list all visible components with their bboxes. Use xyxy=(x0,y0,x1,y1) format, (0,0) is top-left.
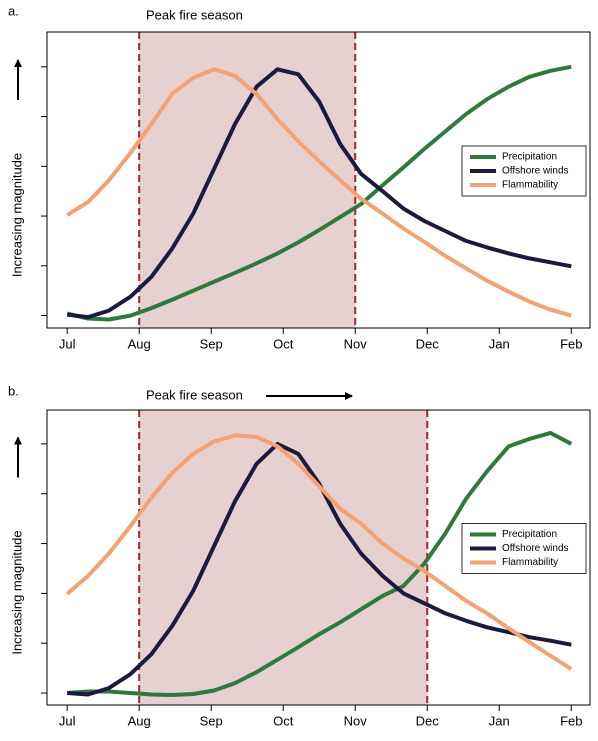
legend-label: Flammability xyxy=(502,180,558,191)
y-axis-label: Increasing magnitude xyxy=(9,153,24,277)
panel: Jul Aug Sep Oct Nov Dec Jan Feb Precipitation Off… xyxy=(8,383,591,728)
series-line xyxy=(66,67,572,320)
annotation: Peak fire season xyxy=(146,387,243,402)
y-axis-label: Increasing magnitude xyxy=(9,530,24,654)
x-tick-label: Aug xyxy=(128,336,151,351)
series-line xyxy=(66,67,572,318)
series-line xyxy=(66,64,572,322)
x-tick-label: Feb xyxy=(560,713,582,728)
x-tick-label: Sep xyxy=(200,713,223,728)
x-tick-label: Nov xyxy=(344,336,368,351)
panel-label: a. xyxy=(8,3,19,18)
plot-frame xyxy=(46,31,591,329)
x-tick-label: Aug xyxy=(128,713,151,728)
x-tick-label: Jan xyxy=(489,713,510,728)
x-tick-label: Jan xyxy=(489,336,510,351)
legend-label: Offshore winds xyxy=(502,543,569,554)
panel: Jul Aug Sep Oct Nov Dec Jan Feb Precipitation Off… xyxy=(8,3,591,351)
x-tick-label: Jul xyxy=(59,336,76,351)
series-line xyxy=(65,433,573,671)
x-tick-label: Feb xyxy=(560,336,582,351)
plot-frame xyxy=(46,409,591,706)
peak-season-shade xyxy=(139,32,356,328)
x-tick-label: Sep xyxy=(200,336,223,351)
x-tick-label: Oct xyxy=(273,336,294,351)
legend-label: Precipitation xyxy=(502,152,557,163)
x-tick-label: Dec xyxy=(416,336,440,351)
panel-label: b. xyxy=(8,383,19,398)
legend-label: Flammability xyxy=(502,557,558,568)
legend-label: Precipitation xyxy=(502,529,557,540)
series-line xyxy=(67,430,573,697)
annotation: Peak fire season xyxy=(146,7,243,22)
legend-label: Offshore winds xyxy=(502,166,569,177)
x-tick-label: Nov xyxy=(344,713,368,728)
x-tick-label: Oct xyxy=(273,713,294,728)
x-tick-label: Jul xyxy=(59,713,76,728)
x-tick-label: Dec xyxy=(416,713,440,728)
peak-season-shade xyxy=(139,410,428,705)
